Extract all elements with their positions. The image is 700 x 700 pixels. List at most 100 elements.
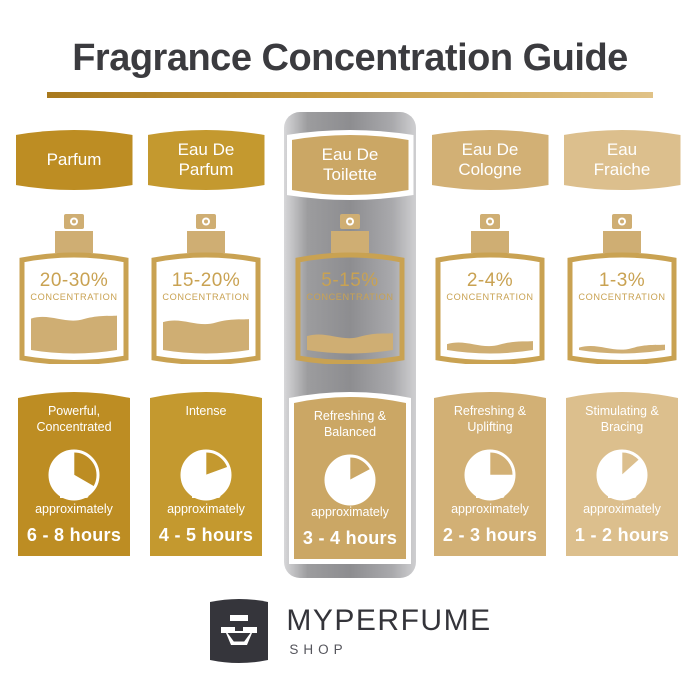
column-header-badge-outline: Eau De Toilette [287,130,414,200]
bottle-nozzle-dot [72,219,76,224]
concentration-text-group: 5-15% CONCENTRATION [284,270,416,302]
concentration-text-group: 2-4% CONCENTRATION [424,270,556,302]
concentration-value: 15-20% [171,270,241,291]
longevity-pie-chart [463,448,517,507]
duration-card-outline: Refreshing & Balanced Lasts approximately 3 … [289,388,411,564]
brand-wordmark: MYPERFUME SHOP [286,603,492,657]
bottle-liquid-fill [447,340,533,354]
column-header-badge[interactable]: Eau De Cologne [432,130,549,190]
card-descriptor: Refreshing & Uplifting [453,404,527,434]
duration-card[interactable]: Powerful, Concentrated Lasts approximately 6… [18,388,130,556]
duration-value: 6 - 8 hours [26,525,122,545]
pie-ring [466,451,514,499]
fragrance-column-parfum[interactable]: Parfum 20-30% CONCENTRATION Powerful, Concen… [8,0,140,700]
bottle-body-outline [567,252,677,364]
column-header-label: Eau De Cologne [458,140,522,179]
concentration-label: CONCENTRATION [306,292,394,302]
bottle-liquid-fill [307,332,393,354]
lasts-label: Lasts approximately [583,486,661,517]
perfume-bottle-icon: 1-3% CONCENTRATION [556,212,688,364]
card-descriptor: Intense [185,404,227,418]
longevity-pie-chart [179,448,233,507]
duration-card-wrap: Stimulating & Bracing Lasts approximately 1 … [556,388,688,556]
concentration-label: CONCENTRATION [30,292,118,302]
concentration-label: CONCENTRATION [578,292,666,302]
duration-value: 1 - 2 hours [574,525,670,545]
duration-card[interactable]: Refreshing & Uplifting Lasts approximately 2… [434,388,546,556]
duration-value: 3 - 4 hours [302,528,398,548]
bottle-neck [471,231,509,253]
bottle-liquid-fill [579,344,665,354]
column-header-badge-wrap: Eau De Cologne [424,130,556,190]
column-header-badge[interactable]: Eau De Toilette [292,135,409,195]
concentration-value: 2-4% [466,270,514,291]
column-header-label: Eau Fraiche [593,140,651,179]
column-header-badge-wrap: Eau Fraiche [556,130,688,190]
bottle-nozzle-dot [488,219,492,224]
duration-card[interactable]: Stimulating & Bracing Lasts approximately 1 … [566,388,678,556]
concentration-label: CONCENTRATION [446,292,534,302]
title-divider-rule [47,92,653,98]
bottle-neck [331,231,369,253]
brand-logo-icon [208,598,270,664]
bottle-neck [187,231,225,253]
column-header-badge[interactable]: Parfum [16,130,133,190]
concentration-text-group: 20-30% CONCENTRATION [8,270,140,302]
fragrance-column-eau-de-cologne[interactable]: Eau De Cologne 2-4% CONCENTRATION Refreshing… [424,0,556,700]
brand-subtitle: SHOP [289,641,348,657]
concentration-value: 1-3% [598,270,646,291]
perfume-bottle-icon: 20-30% CONCENTRATION [8,212,140,364]
bottle-body-outline [151,252,261,364]
card-descriptor: Powerful, Concentrated [36,404,112,434]
longevity-pie-chart [323,453,377,512]
bottle-nozzle-dot [348,219,352,224]
duration-card[interactable]: Refreshing & Balanced Lasts approximately 3 … [294,393,406,559]
lasts-label: Lasts approximately [311,489,389,520]
column-header-badge[interactable]: Eau De Parfum [148,130,265,190]
pie-ring [50,451,98,499]
longevity-pie-chart [595,448,649,507]
lasts-label: Lasts approximately [35,486,113,517]
concentration-text-group: 15-20% CONCENTRATION [140,270,272,302]
fragrance-column-eau-fraiche[interactable]: Eau Fraiche 1-3% CONCENTRATION Stimulating &… [556,0,688,700]
longevity-pie-chart [47,448,101,507]
concentration-value: 5-15% [321,270,379,291]
duration-card-wrap: Intense Lasts approximately 4 - 5 hours [140,388,272,556]
perfume-bottle-icon: 2-4% CONCENTRATION [424,212,556,364]
card-descriptor: Stimulating & Bracing [585,404,659,434]
bottle-liquid-fill [31,315,117,354]
column-header-label: Eau De Toilette [321,145,379,184]
column-header-label: Parfum [46,150,102,170]
fragrance-column-eau-de-toilette[interactable]: Eau De Toilette 5-15% CONCENTRATION Refreshi… [284,0,416,700]
bottle-nozzle-dot [620,219,624,224]
bottle-body-outline [435,252,545,364]
concentration-text-group: 1-3% CONCENTRATION [556,270,688,302]
bottle-body-outline [19,252,129,364]
duration-card-wrap: Refreshing & Balanced Lasts approximately 3 … [284,388,416,564]
bottle-neck [55,231,93,253]
concentration-value: 20-30% [39,270,109,291]
duration-value: 2 - 3 hours [442,525,538,545]
pie-ring [598,451,646,499]
bottle-neck [603,231,641,253]
duration-card-wrap: Refreshing & Uplifting Lasts approximately 2… [424,388,556,556]
fragrance-column-eau-de-parfum[interactable]: Eau De Parfum 15-20% CONCENTRATION Intense La… [140,0,272,700]
bottle-body-outline [295,252,405,364]
column-header-badge-wrap: Eau De Toilette [284,130,416,200]
lasts-label: Lasts approximately [167,486,245,517]
concentration-label: CONCENTRATION [162,292,250,302]
column-header-badge-wrap: Parfum [8,130,140,190]
pie-ring [326,456,374,504]
column-header-badge[interactable]: Eau Fraiche [564,130,681,190]
perfume-bottle-icon: 15-20% CONCENTRATION [140,212,272,364]
bottle-nozzle-dot [204,219,208,224]
duration-card-wrap: Powerful, Concentrated Lasts approximately 6… [8,388,140,556]
perfume-bottle-icon: 5-15% CONCENTRATION [284,212,416,364]
card-descriptor: Refreshing & Balanced [313,409,387,439]
duration-card[interactable]: Intense Lasts approximately 4 - 5 hours [150,388,262,556]
brand-name: MYPERFUME [286,603,492,637]
duration-value: 4 - 5 hours [158,525,254,545]
column-header-label: Eau De Parfum [177,140,235,179]
pie-ring [182,451,230,499]
